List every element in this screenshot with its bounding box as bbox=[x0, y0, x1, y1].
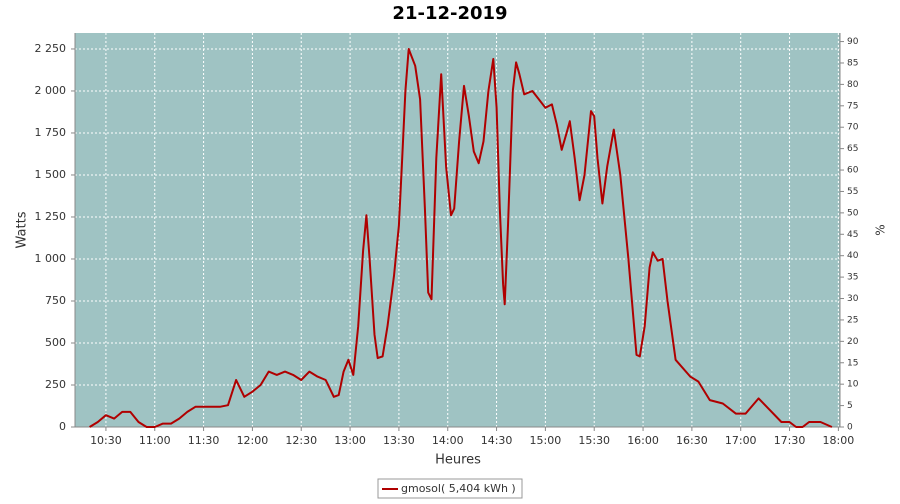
y-tick-label: 1 250 bbox=[35, 210, 67, 223]
x-tick-label: 12:00 bbox=[237, 434, 269, 447]
y-tick-label: 1 750 bbox=[35, 126, 67, 139]
legend-box bbox=[377, 478, 523, 499]
x-tick-label: 16:30 bbox=[676, 434, 708, 447]
chart-title: 21-12-2019 bbox=[392, 3, 507, 24]
x-tick-label: 15:30 bbox=[578, 434, 610, 447]
x-tick-label: 12:30 bbox=[285, 434, 317, 447]
y2-tick-label: 75 bbox=[847, 101, 858, 111]
y2-axis-label: % bbox=[874, 224, 888, 235]
x-tick-label: 16:00 bbox=[627, 434, 659, 447]
data-line bbox=[89, 48, 833, 428]
y2-tick-label: 50 bbox=[847, 208, 859, 218]
legend-label: gmosol( 5,404 kWh ) bbox=[401, 482, 516, 495]
x-tick-label: 14:00 bbox=[432, 434, 464, 447]
y2-tick-label: 30 bbox=[847, 294, 859, 304]
y-tick-label: 2 250 bbox=[35, 42, 67, 55]
y2-tick-label: 40 bbox=[847, 251, 859, 261]
x-axis-label: Heures bbox=[435, 453, 481, 468]
y2-tick-label: 85 bbox=[847, 58, 858, 68]
y-tick-label: 1 000 bbox=[35, 252, 67, 265]
x-tick-label: 18:00 bbox=[823, 434, 855, 447]
y2-tick-label: 60 bbox=[847, 166, 859, 176]
y-tick-label: 0 bbox=[59, 420, 66, 433]
y2-tick-label: 35 bbox=[847, 273, 858, 283]
y-tick-label: 2 000 bbox=[35, 84, 67, 97]
y2-tick-label: 45 bbox=[847, 230, 858, 240]
x-tick-label: 11:30 bbox=[188, 434, 220, 447]
y2-tick-label: 65 bbox=[847, 144, 858, 154]
y2-tick-label: 70 bbox=[847, 123, 859, 133]
x-tick-label: 13:00 bbox=[334, 434, 366, 447]
y2-tick-label: 80 bbox=[847, 80, 859, 90]
y2-tick-label: 15 bbox=[847, 358, 858, 368]
y-tick-label: 500 bbox=[45, 336, 66, 349]
y2-tick-label: 5 bbox=[847, 401, 853, 411]
x-tick-label: 14:30 bbox=[481, 434, 513, 447]
x-tick-label: 17:30 bbox=[774, 434, 806, 447]
y2-tick-label: 10 bbox=[847, 380, 859, 390]
y-tick-label: 250 bbox=[45, 378, 66, 391]
y-axis-label: Watts bbox=[15, 211, 30, 248]
y2-tick-label: 0 bbox=[847, 423, 853, 433]
x-tick-label: 17:00 bbox=[725, 434, 757, 447]
y2-tick-label: 20 bbox=[847, 337, 859, 347]
y2-tick-label: 55 bbox=[847, 187, 858, 197]
x-tick-label: 13:30 bbox=[383, 434, 415, 447]
y-tick-label: 1 500 bbox=[35, 168, 67, 181]
x-tick-label: 15:00 bbox=[530, 434, 562, 447]
x-tick-label: 11:00 bbox=[139, 434, 171, 447]
x-tick-label: 10:30 bbox=[90, 434, 122, 447]
plot-area bbox=[75, 33, 840, 427]
y2-tick-label: 90 bbox=[847, 37, 859, 47]
y2-tick-label: 25 bbox=[847, 315, 858, 325]
y-tick-label: 750 bbox=[45, 294, 66, 307]
